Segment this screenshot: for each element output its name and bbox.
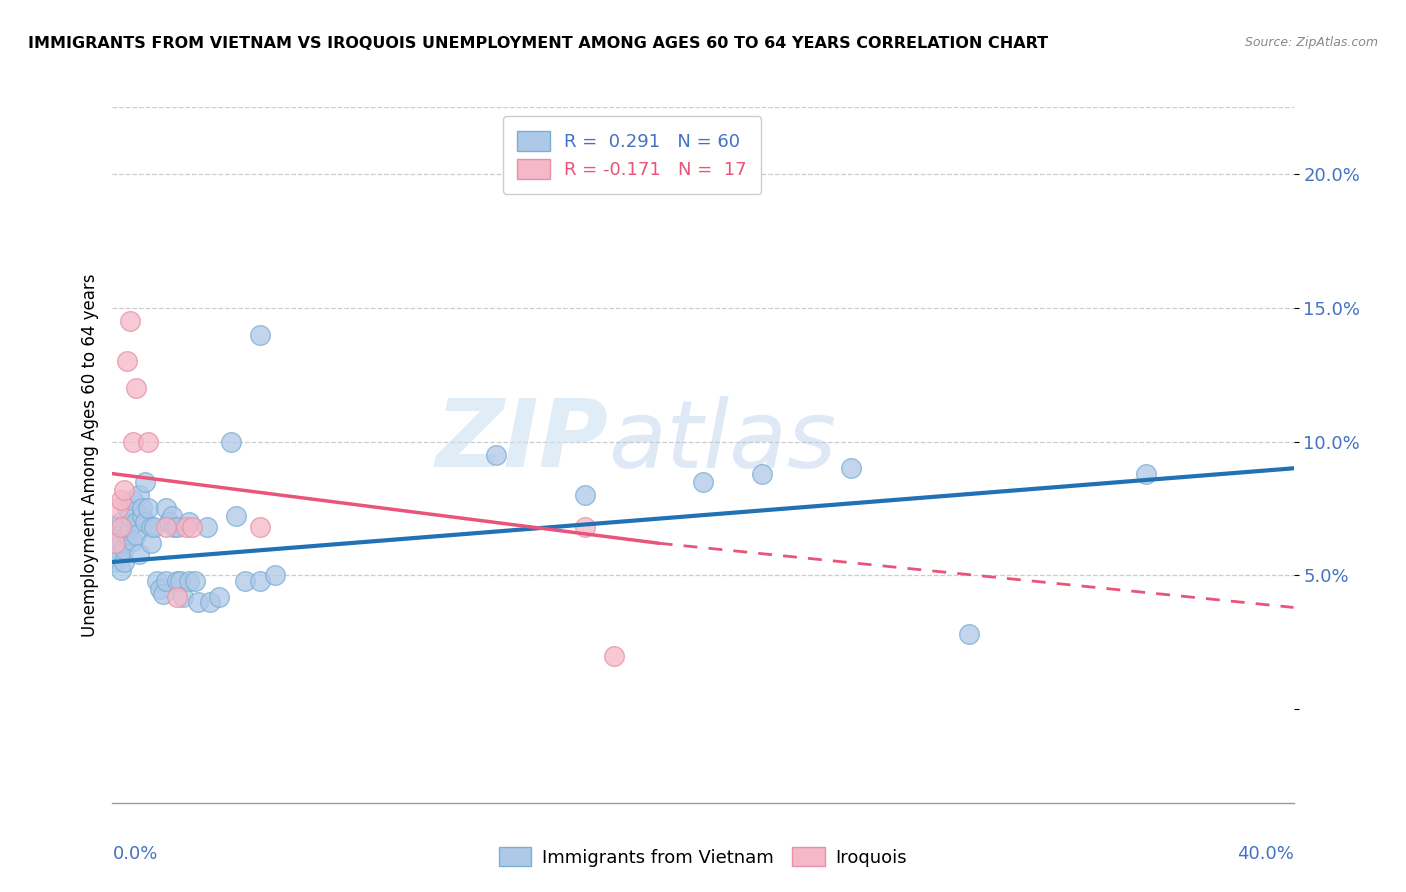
Legend: R =  0.291   N = 60, R = -0.171   N =  17: R = 0.291 N = 60, R = -0.171 N = 17 <box>503 116 762 194</box>
Point <box>249 520 271 534</box>
Point <box>136 501 159 516</box>
Point <box>136 434 159 449</box>
Point <box>122 493 145 508</box>
Point <box>112 541 135 556</box>
Point <box>117 501 138 516</box>
Text: IMMIGRANTS FROM VIETNAM VS IROQUOIS UNEMPLOYMENT AMONG AGES 60 TO 64 YEARS CORRE: IMMIGRANTS FROM VIETNAM VS IROQUOIS UNEM… <box>28 36 1049 51</box>
Point <box>107 528 129 542</box>
Point <box>117 354 138 368</box>
Point <box>181 520 204 534</box>
Point <box>187 595 209 609</box>
Point <box>1135 467 1157 481</box>
Text: ZIP: ZIP <box>436 395 609 487</box>
Point <box>117 528 138 542</box>
Point <box>110 493 132 508</box>
Point <box>104 541 127 556</box>
Point <box>155 520 177 534</box>
Point <box>172 590 194 604</box>
Point <box>112 520 135 534</box>
Point <box>839 461 862 475</box>
Point <box>134 475 156 489</box>
Point <box>179 574 201 588</box>
Point <box>110 563 132 577</box>
Point <box>155 501 177 516</box>
Point <box>166 574 188 588</box>
Point <box>110 515 132 529</box>
Point <box>112 555 135 569</box>
Point <box>146 574 169 588</box>
Point <box>574 488 596 502</box>
Point <box>104 536 127 550</box>
Point <box>125 381 148 395</box>
Point <box>169 574 191 588</box>
Point <box>110 536 132 550</box>
Point <box>957 627 980 641</box>
Point <box>122 533 145 548</box>
Point <box>120 509 142 524</box>
Point <box>249 574 271 588</box>
Point <box>128 488 150 502</box>
Point <box>110 520 132 534</box>
Point <box>120 314 142 328</box>
Point <box>184 574 207 588</box>
Point <box>692 475 714 489</box>
Point <box>574 520 596 534</box>
Point <box>166 590 188 604</box>
Point <box>160 509 183 524</box>
Text: atlas: atlas <box>609 395 837 486</box>
Y-axis label: Unemployment Among Ages 60 to 64 years: Unemployment Among Ages 60 to 64 years <box>80 273 98 637</box>
Point <box>751 467 773 481</box>
Point <box>485 448 508 462</box>
Point <box>131 501 153 516</box>
Point <box>264 568 287 582</box>
Point <box>139 536 162 550</box>
Point <box>122 434 145 449</box>
Point <box>166 520 188 534</box>
Point <box>152 587 174 601</box>
Point <box>107 501 129 516</box>
Point <box>174 520 197 534</box>
Point <box>104 555 127 569</box>
Point <box>120 520 142 534</box>
Point <box>131 509 153 524</box>
Point <box>179 515 201 529</box>
Point <box>225 509 247 524</box>
Point <box>208 590 231 604</box>
Point <box>107 547 129 561</box>
Point <box>157 515 180 529</box>
Point <box>219 434 242 449</box>
Text: Source: ZipAtlas.com: Source: ZipAtlas.com <box>1244 36 1378 49</box>
Point <box>134 515 156 529</box>
Point <box>603 648 626 663</box>
Point <box>128 547 150 561</box>
Point <box>198 595 221 609</box>
Point <box>125 528 148 542</box>
Point <box>233 574 256 588</box>
Point <box>142 520 165 534</box>
Text: 0.0%: 0.0% <box>112 845 157 863</box>
Point <box>139 520 162 534</box>
Point <box>249 327 271 342</box>
Point <box>163 520 186 534</box>
Point <box>149 582 172 596</box>
Legend: Immigrants from Vietnam, Iroquois: Immigrants from Vietnam, Iroquois <box>492 840 914 874</box>
Point <box>195 520 218 534</box>
Point <box>125 515 148 529</box>
Text: 40.0%: 40.0% <box>1237 845 1294 863</box>
Point <box>155 574 177 588</box>
Point <box>112 483 135 497</box>
